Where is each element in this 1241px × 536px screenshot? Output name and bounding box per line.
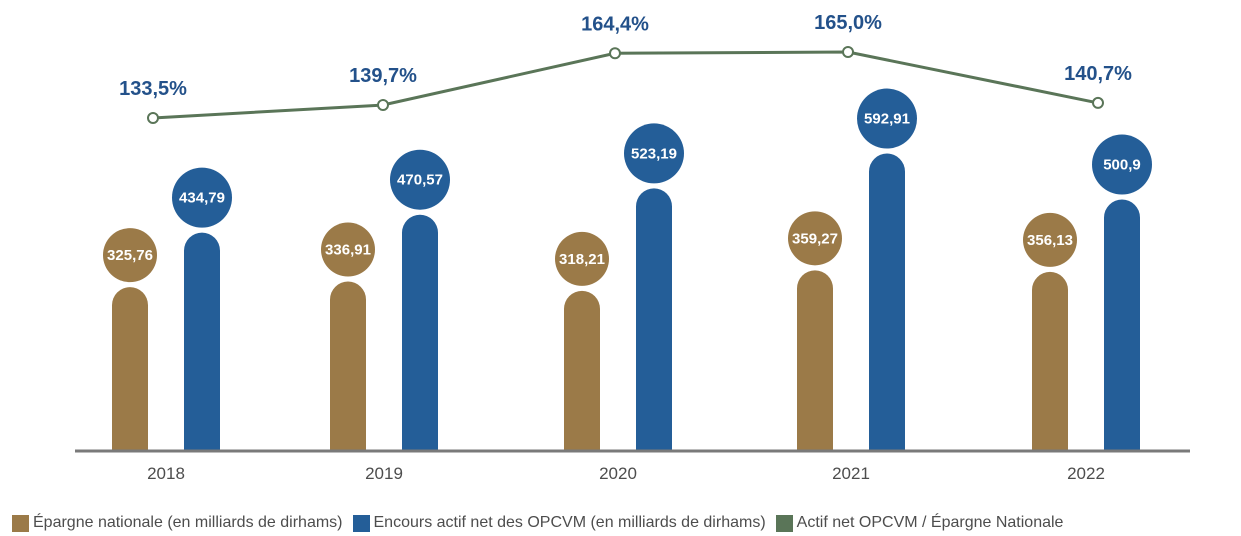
bar-epargne-2020 — [564, 290, 600, 450]
bubble-label-encours-2021: 592,91 — [864, 111, 910, 128]
legend-label-ratio: Actif net OPCVM / Épargne Nationale — [796, 514, 1064, 531]
ratio-line — [152, 50, 1099, 120]
bubble-label-encours-2020: 523,19 — [631, 145, 677, 162]
ratio-point-2018 — [147, 112, 159, 124]
ratio-point-2022 — [1092, 96, 1104, 109]
bubble-epargne-2018 — [103, 228, 157, 283]
bar-encours-2020 — [636, 188, 672, 450]
bar-epargne-2019 — [330, 281, 366, 450]
bubble-label-encours-2022: 500,9 — [1103, 157, 1141, 174]
legend-swatch-ratio — [775, 514, 793, 532]
bubble-encours-2019 — [390, 149, 450, 210]
legend-swatch-epargne — [12, 514, 29, 532]
bubble-encours-2021 — [857, 88, 917, 149]
bar-encours-2018 — [184, 232, 220, 450]
bar-encours-2019 — [402, 214, 438, 450]
bubble-encours-2020 — [624, 123, 684, 184]
bubble-label-epargne-2019: 336,91 — [325, 242, 371, 259]
bubble-epargne-2020 — [555, 231, 609, 286]
bubble-label-encours-2019: 470,57 — [397, 172, 443, 189]
ratio-point-2021 — [842, 46, 854, 58]
x-tick-2018: 2018 — [147, 464, 185, 483]
bubble-label-encours-2018: 434,79 — [179, 190, 225, 207]
ratio-label-2019: 139,7% — [349, 65, 417, 87]
ratio-label-2021: 165,0% — [814, 12, 882, 34]
bubble-label-epargne-2020: 318,21 — [559, 251, 605, 268]
bubble-label-epargne-2022: 356,13 — [1027, 232, 1073, 249]
x-tick-2019: 2019 — [365, 464, 403, 483]
bubble-label-epargne-2018: 325,76 — [107, 247, 153, 264]
bar-layer — [112, 153, 1140, 450]
legend-label-epargne: Épargne nationale (en milliards de dirha… — [33, 514, 343, 531]
ratio-point-2020 — [609, 47, 621, 60]
bubble-label-epargne-2021: 359,27 — [792, 230, 838, 247]
x-tick-2021: 2021 — [832, 464, 870, 483]
ratio-line-layer: 133,5% 139,7% 164,4% 165,0% 140,7% — [119, 12, 1132, 124]
bubble-encours-2018 — [172, 167, 232, 228]
bubble-encours-2022 — [1092, 134, 1152, 195]
bar-epargne-2021 — [797, 270, 833, 450]
x-tick-2020: 2020 — [599, 464, 637, 483]
x-tick-labels: 2018 2019 2020 2021 2022 — [147, 464, 1105, 483]
ratio-label-2018: 133,5% — [119, 78, 187, 100]
legend-item-epargne: Épargne nationale (en milliards de dirha… — [12, 514, 343, 532]
x-tick-2022: 2022 — [1067, 464, 1105, 483]
bubble-epargne-2022 — [1023, 212, 1077, 267]
legend-label-encours: Encours actif net des OPCVM (en milliard… — [373, 514, 766, 531]
legend-swatch-encours — [352, 514, 370, 532]
ratio-label-2022: 140,7% — [1064, 63, 1132, 85]
value-bubbles: 325,76 336,91 318,21 359,27 356,13 434,79 470,… — [103, 88, 1152, 286]
legend-item-encours: Encours actif net des OPCVM (en milliard… — [352, 514, 766, 532]
bar-encours-2022 — [1104, 199, 1140, 450]
bar-encours-2021 — [869, 153, 905, 450]
ratio-point-2019 — [377, 99, 389, 112]
bar-epargne-2018 — [112, 287, 148, 450]
bubble-epargne-2019 — [321, 222, 375, 277]
bubble-epargne-2021 — [788, 211, 842, 266]
ratio-label-2020: 164,4% — [581, 13, 649, 35]
legend: Épargne nationale (en milliards de dirha… — [12, 514, 1063, 532]
bar-epargne-2022 — [1032, 271, 1068, 450]
legend-item-ratio: Actif net OPCVM / Épargne Nationale — [775, 514, 1064, 532]
